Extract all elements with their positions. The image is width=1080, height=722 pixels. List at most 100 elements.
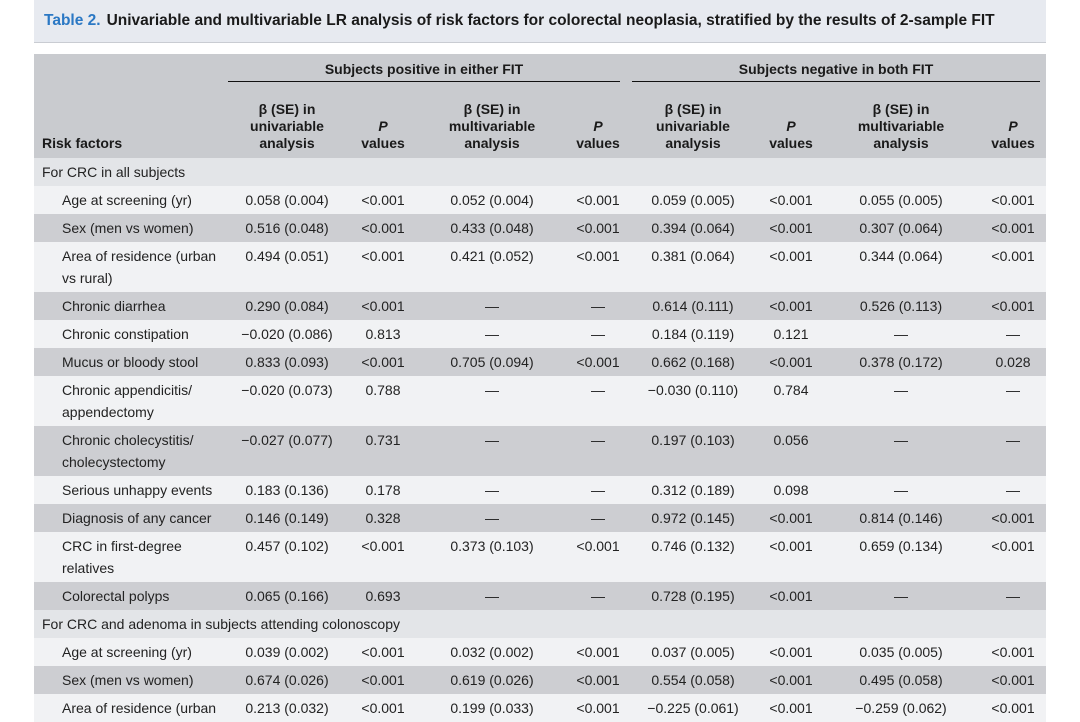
beta-se-cell: −0.027 (0.077): [222, 426, 352, 476]
beta-se-cell: 0.554 (0.058): [626, 666, 760, 694]
table-row: Chronic constipation −0.020 (0.086) 0.813—…: [34, 320, 1047, 348]
beta-se-cell: 0.619 (0.026): [414, 666, 570, 694]
p-value-cell: <0.001: [570, 638, 626, 666]
p-value-cell: <0.001: [570, 666, 626, 694]
p-value-cell: 0.784: [760, 376, 822, 426]
table-row: Serious unhappy events 0.183 (0.136) 0.178…: [34, 476, 1047, 504]
header-blank: [34, 54, 222, 88]
p-value-cell: <0.001: [760, 638, 822, 666]
table-row: Colorectal polyps 0.065 (0.166) 0.693— —0.7…: [34, 582, 1047, 610]
beta-se-cell: 0.394 (0.064): [626, 214, 760, 242]
group-header-negative: Subjects negative in both FIT: [626, 54, 1047, 88]
p-value-cell: <0.001: [570, 214, 626, 242]
p-value-cell: —: [980, 582, 1047, 610]
p-value-cell: <0.001: [980, 242, 1047, 292]
table-row: Age at screening (yr) 0.039 (0.002) <0.001…: [34, 638, 1047, 666]
p-value-cell: <0.001: [760, 666, 822, 694]
beta-se-cell: 0.032 (0.002): [414, 638, 570, 666]
beta-se-cell: 0.037 (0.005): [626, 638, 760, 666]
risk-factor-name: Mucus or bloody stool: [34, 348, 222, 376]
p-value-cell: <0.001: [760, 348, 822, 376]
section-title: For CRC and adenoma in subjects attendin…: [34, 610, 1047, 638]
risk-factor-name: Area of residence (urban vs rural): [34, 242, 222, 292]
table-row: Sex (men vs women) 0.516 (0.048) <0.001 0.4…: [34, 214, 1047, 242]
p-value-cell: <0.001: [570, 532, 626, 582]
beta-se-cell: 0.183 (0.136): [222, 476, 352, 504]
group-header-positive: Subjects positive in either FIT: [222, 54, 626, 88]
table-row: Chronic appendicitis/ appendectomy −0.020…: [34, 376, 1047, 426]
table-title: Univariable and multivariable LR analysi…: [106, 12, 995, 29]
p-value-cell: 0.028: [980, 348, 1047, 376]
p-value-cell: 0.121: [760, 320, 822, 348]
beta-se-cell: −0.259 (0.062): [822, 694, 980, 722]
beta-se-cell: 0.290 (0.084): [222, 292, 352, 320]
p-value-cell: <0.001: [980, 292, 1047, 320]
p-value-cell: —: [570, 582, 626, 610]
table-row: Diagnosis of any cancer 0.146 (0.149) 0.32…: [34, 504, 1047, 532]
section-title: For CRC in all subjects: [34, 158, 1047, 186]
beta-se-cell: 0.526 (0.113): [822, 292, 980, 320]
p-value-cell: 0.098: [760, 476, 822, 504]
p-value-cell: <0.001: [570, 348, 626, 376]
beta-se-cell: 0.307 (0.064): [822, 214, 980, 242]
risk-factor-name: Chronic constipation: [34, 320, 222, 348]
p-value-cell: <0.001: [352, 186, 414, 214]
beta-se-cell: −0.020 (0.086): [222, 320, 352, 348]
p-value-cell: <0.001: [760, 242, 822, 292]
p-value-cell: 0.693: [352, 582, 414, 610]
beta-se-cell: 0.674 (0.026): [222, 666, 352, 694]
table-figure: Table 2. Univariable and multivariable L…: [34, 0, 1047, 722]
p-value-cell: 0.328: [352, 504, 414, 532]
p-value-cell: <0.001: [352, 292, 414, 320]
beta-se-cell: —: [822, 320, 980, 348]
p-value-cell: <0.001: [760, 694, 822, 722]
beta-se-cell: —: [414, 376, 570, 426]
beta-se-cell: —: [822, 376, 980, 426]
beta-se-cell: 0.614 (0.111): [626, 292, 760, 320]
p-value-cell: <0.001: [760, 214, 822, 242]
beta-se-cell: −0.020 (0.073): [222, 376, 352, 426]
table-row: CRC in first-degree relatives 0.457 (0.10…: [34, 532, 1047, 582]
col-header-beta-multivariable: β (SE) in multivariable analysis: [822, 88, 980, 158]
beta-se-cell: 0.197 (0.103): [626, 426, 760, 476]
p-value-cell: —: [980, 476, 1047, 504]
beta-se-cell: —: [822, 582, 980, 610]
risk-factor-name: Chronic diarrhea: [34, 292, 222, 320]
beta-se-cell: 0.972 (0.145): [626, 504, 760, 532]
table-row: Age at screening (yr) 0.058 (0.004) <0.001…: [34, 186, 1047, 214]
beta-se-cell: —: [822, 426, 980, 476]
beta-se-cell: —: [414, 476, 570, 504]
beta-se-cell: 0.035 (0.005): [822, 638, 980, 666]
beta-se-cell: —: [414, 426, 570, 476]
p-value-cell: <0.001: [760, 504, 822, 532]
col-header-risk-factors: Risk factors: [34, 88, 222, 158]
p-value-cell: 0.788: [352, 376, 414, 426]
section-header-row: For CRC and adenoma in subjects attendin…: [34, 610, 1047, 638]
p-value-cell: <0.001: [352, 694, 414, 722]
p-value-cell: <0.001: [980, 666, 1047, 694]
p-value-cell: 0.813: [352, 320, 414, 348]
beta-se-cell: −0.225 (0.061): [626, 694, 760, 722]
section-header-row: For CRC in all subjects: [34, 158, 1047, 186]
p-value-cell: <0.001: [980, 214, 1047, 242]
risk-factor-name: Area of residence (urban: [34, 694, 222, 722]
table-caption: Table 2. Univariable and multivariable L…: [34, 0, 1046, 43]
p-value-cell: <0.001: [760, 532, 822, 582]
beta-se-cell: 0.065 (0.166): [222, 582, 352, 610]
risk-factor-name: Colorectal polyps: [34, 582, 222, 610]
p-value-cell: —: [570, 376, 626, 426]
table-row: Sex (men vs women) 0.674 (0.026) <0.001 0.6…: [34, 666, 1047, 694]
col-header-beta-univariable: β (SE) in univariable analysis: [626, 88, 760, 158]
beta-se-cell: —: [414, 582, 570, 610]
beta-se-cell: 0.146 (0.149): [222, 504, 352, 532]
risk-factor-table: Subjects positive in either FIT Subjects…: [34, 54, 1047, 722]
beta-se-cell: 0.199 (0.033): [414, 694, 570, 722]
p-value-cell: <0.001: [980, 638, 1047, 666]
beta-se-cell: 0.494 (0.051): [222, 242, 352, 292]
p-value-cell: 0.056: [760, 426, 822, 476]
risk-factor-name: Serious unhappy events: [34, 476, 222, 504]
col-header-beta-univariable: β (SE) in univariable analysis: [222, 88, 352, 158]
beta-se-cell: —: [414, 320, 570, 348]
